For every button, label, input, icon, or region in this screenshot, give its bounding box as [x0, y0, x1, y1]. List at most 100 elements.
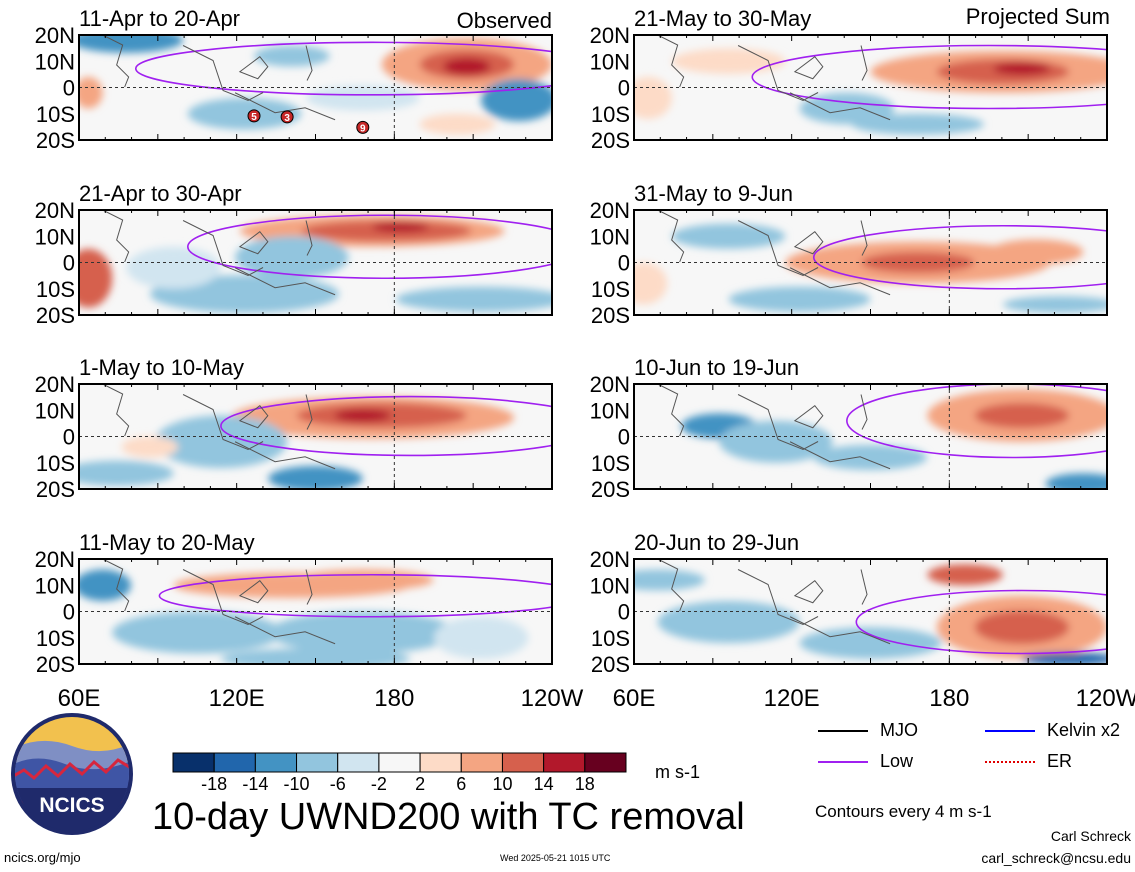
colorbar-swatch	[172, 752, 215, 773]
colorbar-swatch	[337, 752, 380, 773]
projected-label: Projected Sum	[966, 4, 1110, 29]
colorbar-unit: m s-1	[655, 762, 700, 782]
low-contour	[220, 395, 552, 457]
latitude-tick-label: 10S	[36, 277, 75, 302]
wind-anomaly-shading	[634, 77, 672, 119]
wind-anomaly-shading	[728, 286, 871, 312]
wind-anomaly-shading	[993, 62, 1051, 75]
wind-anomaly-shading	[634, 262, 668, 305]
latitude-tick-label: 10N	[590, 224, 630, 249]
coastline	[657, 384, 891, 470]
coastline	[657, 210, 891, 296]
tc-marker: 3	[280, 110, 294, 124]
tc-marker: 9	[356, 120, 370, 134]
observed-label: Observed	[457, 8, 552, 33]
wind-anomaly-shading	[974, 402, 1070, 429]
panel-period-label: 10-Jun to 19-Jun	[634, 355, 799, 380]
longitude-tick-label: 60E	[58, 685, 101, 712]
latitude-tick-label: 20N	[35, 372, 75, 397]
latitude-tick-label: 0	[63, 76, 75, 101]
tc-marker: 5	[247, 109, 261, 123]
wind-anomaly-shading	[372, 221, 430, 233]
latitude-tick-label: 0	[618, 251, 630, 276]
author-name: Carl Schreck	[1050, 828, 1131, 844]
longitude-tick-label: 180	[929, 685, 969, 712]
coastline	[657, 559, 891, 645]
colorbar-tick-label: 10	[492, 774, 512, 794]
legend-swatch-mjo	[818, 729, 868, 732]
wind-anomaly-shading	[1021, 652, 1107, 664]
tc-marker-label: 3	[284, 113, 290, 124]
low-contour	[846, 384, 1107, 459]
latitude-tick-label: 20S	[591, 303, 630, 328]
latitude-tick-label: 20S	[36, 477, 75, 502]
wind-anomaly-shading	[1045, 473, 1107, 489]
longitude-tick-label: 120W	[521, 685, 584, 712]
latitude-tick-label: 10S	[36, 102, 75, 127]
latitude-tick-label: 0	[63, 425, 75, 450]
site-link[interactable]: ncics.org/mjo	[4, 850, 81, 865]
wind-anomaly-shading	[719, 420, 833, 463]
colorbar-tick-label: -14	[242, 774, 268, 794]
latitude-tick-label: 10N	[35, 398, 75, 423]
colorbar-swatch	[419, 752, 462, 773]
legend-item-mjo: MJO	[818, 720, 918, 741]
colorbar-swatch	[584, 752, 627, 773]
latitude-tick-label: 10S	[591, 277, 630, 302]
longitude-tick-label: 120E	[209, 685, 265, 712]
latitude-tick-label: 20S	[591, 652, 630, 677]
wind-anomaly-shading	[121, 436, 179, 458]
wind-anomaly-shading	[268, 611, 458, 654]
legend-item-low: Low	[818, 751, 913, 772]
wind-anomaly-shading	[395, 286, 552, 312]
colorbar-tick-label: -6	[330, 774, 346, 794]
latitude-tick-label: 0	[618, 600, 630, 625]
wind-anomaly-shading	[126, 246, 221, 289]
wind-anomaly-shading	[79, 460, 174, 486]
latitude-tick-label: 20N	[590, 23, 630, 48]
wind-anomaly-shading	[79, 248, 113, 308]
wind-anomaly-shading	[220, 648, 411, 664]
wind-anomaly-shading	[112, 611, 283, 654]
longitude-tick-label: 120E	[764, 685, 820, 712]
wind-anomaly-shading	[154, 415, 288, 468]
panel-period-label: 20-Jun to 29-Jun	[634, 530, 799, 555]
latitude-tick-label: 20N	[590, 547, 630, 572]
legend-label-low: Low	[880, 751, 914, 771]
wind-anomaly-shading	[235, 236, 349, 279]
colorbar-swatch	[543, 752, 586, 773]
colorbar-swatch	[296, 752, 339, 773]
ncics-logo: NCICS	[10, 712, 134, 836]
colorbar-tick-label: -18	[201, 774, 227, 794]
latitude-tick-label: 10N	[35, 573, 75, 598]
wind-anomaly-shading	[851, 113, 985, 135]
low-contour	[855, 589, 1107, 655]
latitude-tick-label: 20N	[590, 198, 630, 223]
wind-anomaly-shading	[79, 569, 132, 601]
contour-note: Contours every 4 m s-1	[815, 802, 992, 821]
latitude-tick-label: 20N	[35, 23, 75, 48]
colorbar-swatch	[378, 752, 421, 773]
wind-anomaly-shading	[481, 79, 552, 122]
latitude-tick-label: 10S	[36, 626, 75, 651]
coastline	[102, 210, 336, 296]
panel-period-label: 1-May to 10-May	[79, 355, 244, 380]
colorbar-swatch	[213, 752, 256, 773]
coastline	[102, 384, 336, 470]
longitude-tick-label: 60E	[613, 685, 656, 712]
coastline	[102, 559, 336, 645]
colorbar-tick-label: 2	[415, 774, 425, 794]
colorbar: -18 -14 -10 -6 -2 2 6 10 14 18	[172, 752, 627, 794]
panel-period-label: 11-Apr to 20-Apr	[79, 6, 240, 31]
latitude-tick-label: 0	[618, 76, 630, 101]
author-email[interactable]: carl_schreck@ncsu.edu	[981, 850, 1131, 866]
low-contour	[135, 41, 552, 96]
coastline	[657, 35, 891, 121]
legend-swatch-kelvin	[985, 729, 1035, 732]
